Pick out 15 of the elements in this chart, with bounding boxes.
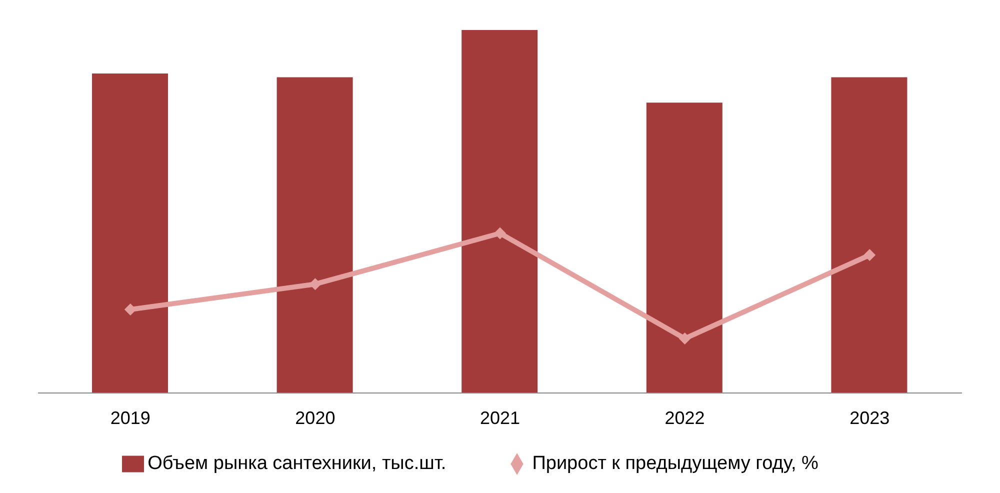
x-tick-label: 2021: [480, 408, 520, 428]
legend-label: Объем рынка сантехники, тыс.шт.: [148, 453, 446, 474]
x-tick-label: 2022: [664, 408, 705, 428]
legend-label: Прирост к предыдущему году, %: [532, 453, 818, 474]
point: [494, 227, 506, 240]
bar: [92, 74, 168, 393]
bar: [462, 30, 538, 393]
bar: [646, 102, 722, 393]
x-tick-label: 2023: [850, 408, 890, 428]
x-tick-label: 2020: [295, 408, 336, 428]
point: [678, 332, 691, 345]
bar: [831, 77, 908, 393]
bar: [276, 77, 353, 393]
point: [864, 249, 876, 262]
x-tick-label: 2019: [110, 408, 150, 428]
